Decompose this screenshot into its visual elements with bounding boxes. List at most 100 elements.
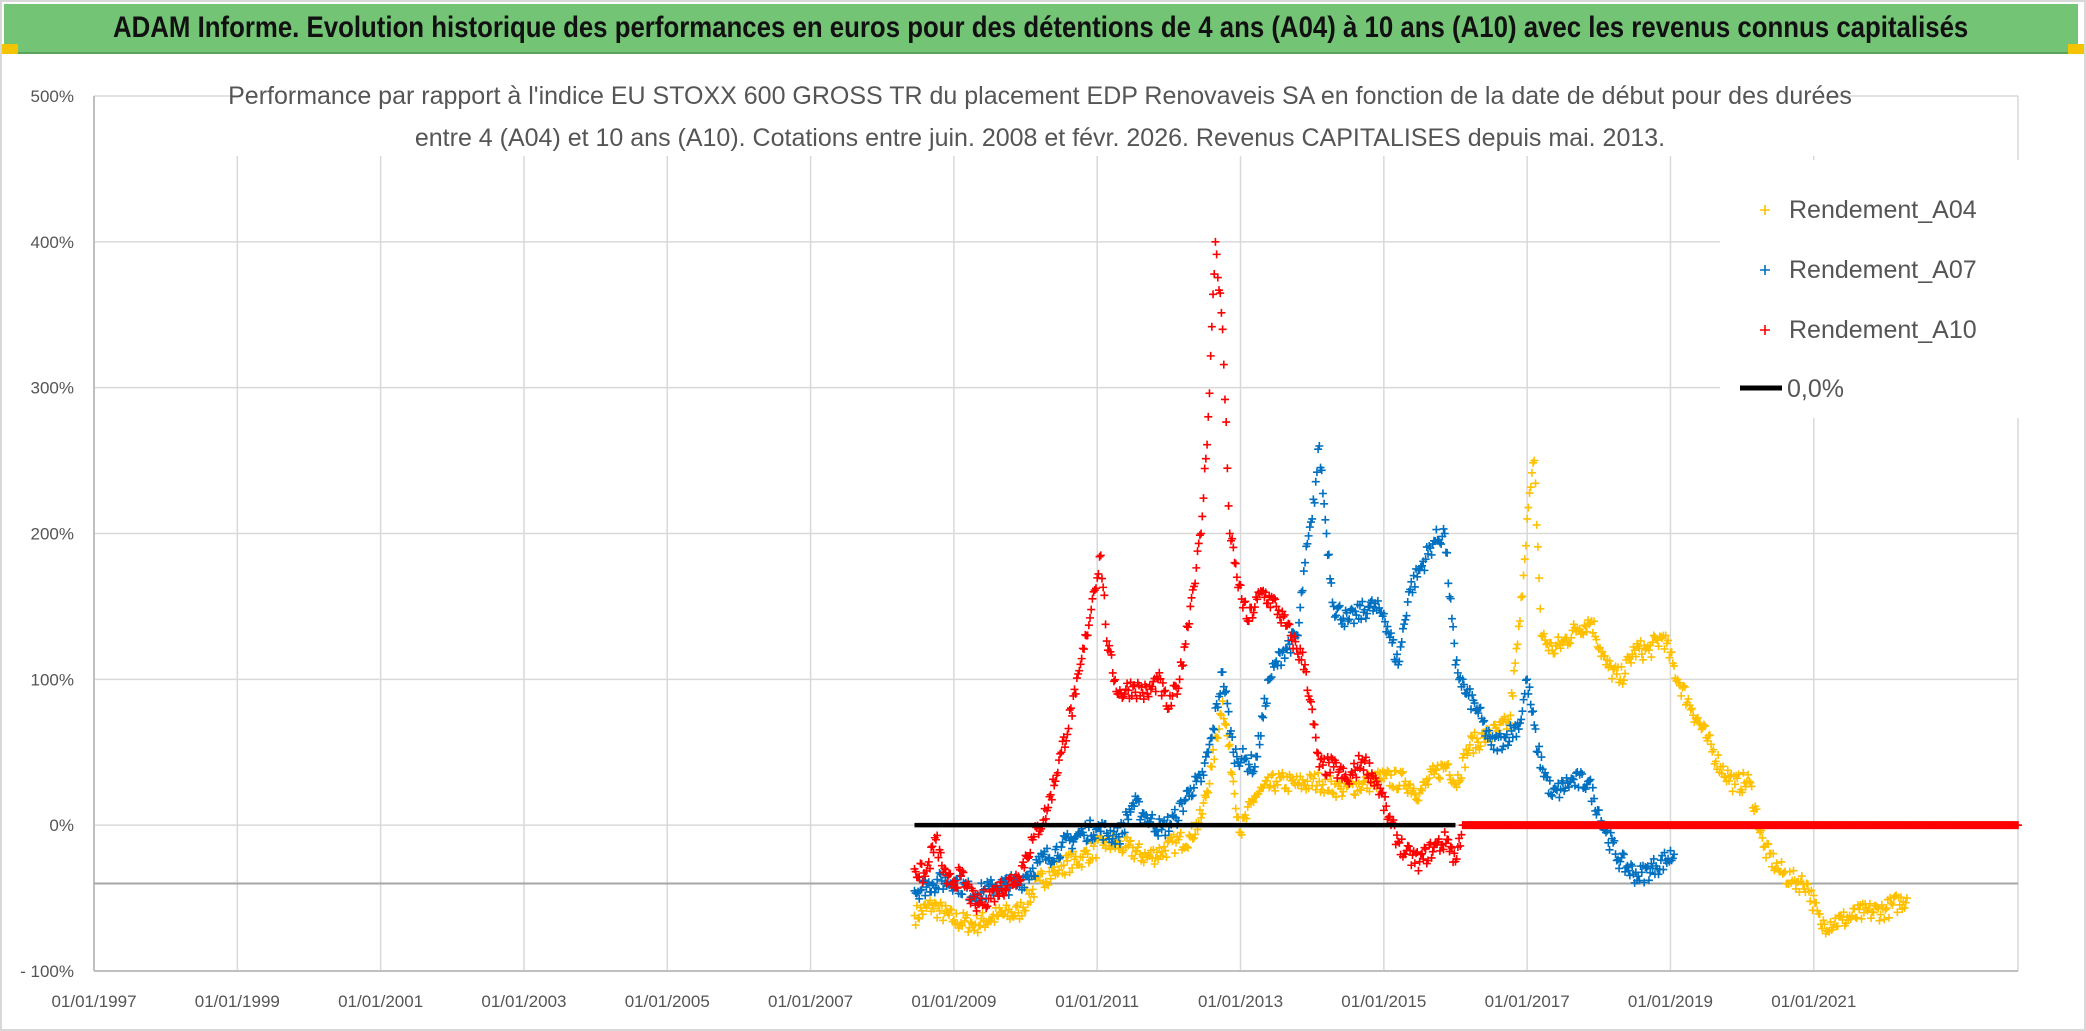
data-point xyxy=(971,901,980,910)
data-point xyxy=(1461,763,1470,772)
data-point xyxy=(1285,640,1294,649)
data-point xyxy=(1618,849,1627,858)
data-point xyxy=(1175,832,1184,841)
data-point xyxy=(1301,558,1310,567)
data-point xyxy=(1068,711,1077,720)
data-point xyxy=(1321,770,1330,779)
data-point xyxy=(1414,796,1423,805)
data-point xyxy=(1284,787,1293,796)
data-point xyxy=(1533,542,1542,551)
data-point xyxy=(1226,726,1235,735)
data-point xyxy=(1444,579,1453,588)
data-point xyxy=(1612,670,1621,679)
data-point xyxy=(1311,477,1320,486)
data-point xyxy=(1424,549,1433,558)
data-point xyxy=(1578,769,1587,778)
data-point xyxy=(1515,617,1524,625)
data-point xyxy=(1526,700,1535,709)
x-tick-label: 01/01/2007 xyxy=(768,992,853,1011)
data-point xyxy=(1403,597,1412,606)
data-point xyxy=(1303,539,1312,548)
data-point xyxy=(1318,780,1327,789)
data-point xyxy=(1395,657,1404,666)
data-point xyxy=(1076,660,1085,669)
data-point xyxy=(916,886,925,895)
data-point xyxy=(1435,538,1444,547)
data-point xyxy=(1566,639,1575,648)
data-point xyxy=(1068,844,1077,853)
data-point xyxy=(1400,620,1409,629)
data-point xyxy=(1644,646,1653,655)
data-point xyxy=(1531,479,1540,488)
data-point xyxy=(1105,641,1114,650)
data-point xyxy=(964,880,973,889)
data-point xyxy=(1334,603,1343,612)
data-point xyxy=(1046,874,1055,883)
series-rendement_a07 xyxy=(910,442,1679,908)
data-point xyxy=(1592,810,1601,819)
data-point xyxy=(1660,644,1669,653)
data-point xyxy=(990,918,999,927)
data-point xyxy=(1322,529,1331,538)
data-point xyxy=(1867,914,1876,923)
data-point xyxy=(1162,853,1171,862)
data-point xyxy=(1660,848,1669,857)
data-point xyxy=(1456,841,1465,850)
data-point xyxy=(1203,787,1212,796)
data-point xyxy=(1080,831,1089,840)
data-point xyxy=(1517,593,1526,602)
series-layer xyxy=(910,237,2022,938)
data-point xyxy=(1314,749,1323,758)
data-point xyxy=(1443,760,1452,769)
data-point xyxy=(1253,595,1262,604)
data-point xyxy=(1606,828,1615,837)
legend-marker xyxy=(1760,265,1770,275)
data-point xyxy=(1521,676,1530,685)
data-point xyxy=(1056,749,1065,758)
x-tick-label: 01/01/2003 xyxy=(481,992,566,1011)
data-point xyxy=(928,842,937,851)
data-point xyxy=(1407,577,1416,586)
data-point xyxy=(1847,911,1856,920)
data-point xyxy=(1256,731,1265,740)
data-point xyxy=(1588,783,1597,792)
data-point xyxy=(1182,842,1191,851)
data-point xyxy=(1797,872,1806,881)
data-point xyxy=(1029,892,1038,901)
data-point xyxy=(1237,830,1246,839)
chart-title-line-2: entre 4 (A04) et 10 ans (A10). Cotations… xyxy=(415,124,1665,152)
data-point xyxy=(1241,810,1250,819)
data-point xyxy=(1699,720,1708,729)
data-point xyxy=(1344,617,1352,625)
data-point xyxy=(941,901,950,910)
data-point xyxy=(1152,848,1161,857)
data-point xyxy=(1519,571,1528,580)
data-point xyxy=(1408,588,1417,597)
data-point xyxy=(1877,900,1886,909)
data-point xyxy=(1269,662,1278,671)
data-point xyxy=(1203,440,1212,449)
data-point xyxy=(1096,551,1105,560)
legend-background xyxy=(1720,160,2020,418)
data-point xyxy=(1518,707,1527,716)
data-point xyxy=(1527,468,1536,477)
data-point xyxy=(1273,780,1282,789)
data-point xyxy=(1882,904,1891,913)
data-point xyxy=(1687,704,1696,713)
data-point xyxy=(1452,783,1461,792)
data-point xyxy=(1303,777,1312,786)
data-point xyxy=(1467,732,1476,741)
data-point xyxy=(1361,614,1370,623)
data-point xyxy=(1580,621,1589,630)
data-point xyxy=(1043,844,1052,853)
data-point xyxy=(953,884,962,893)
data-point xyxy=(1569,775,1578,784)
data-point xyxy=(1108,834,1117,843)
data-point xyxy=(1107,650,1116,659)
data-point xyxy=(1228,770,1237,779)
data-point xyxy=(1370,781,1379,790)
data-point xyxy=(1138,688,1147,697)
data-point xyxy=(1158,678,1167,687)
data-point xyxy=(1586,775,1595,784)
data-point xyxy=(1109,677,1118,686)
